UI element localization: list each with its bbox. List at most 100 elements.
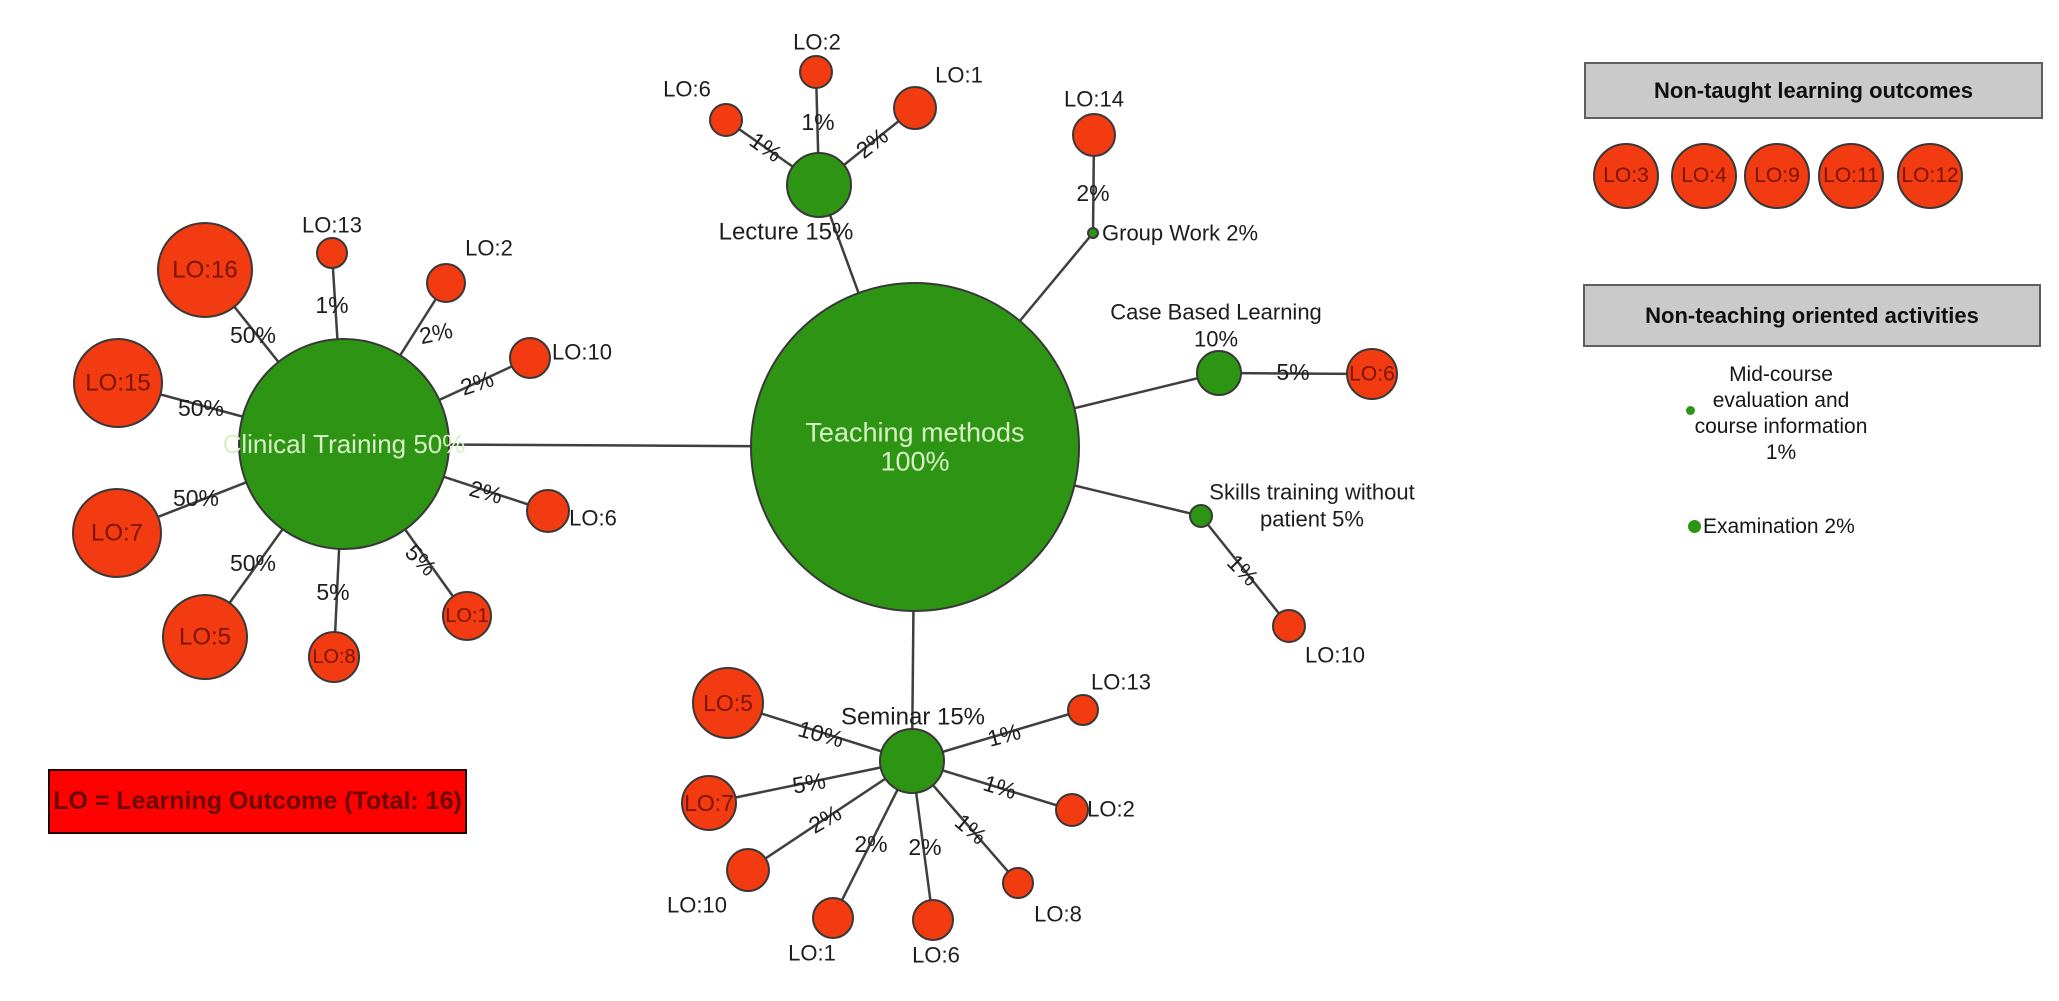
node-sem-lo7 [681,775,737,831]
node-label-teaching-methods: 100% [880,447,949,477]
node-cl-lo7 [72,488,162,578]
mid-course-line: 1% [1765,441,1797,464]
node-label-cl-lo1: LO:1 [445,605,488,627]
node-sem-lo5 [692,667,764,739]
node-sem-lo6 [912,899,954,941]
edge-label-lecture-lec-lo6: 1% [745,127,787,167]
edge-label-clinical-training-cl-lo5: 50% [230,550,276,576]
lo-definition-text: LO = Learning Outcome (Total: 16) [53,787,462,815]
examination-item: Examination 2% [1703,515,1855,538]
node-cl-lo10 [509,337,551,379]
node-label-cl-lo15: LO:15 [85,370,150,397]
non-taught-outcome-circle: LO:4 [1671,143,1737,209]
node-sk-lo10 [1272,609,1306,643]
edge-label-group-work-lo14: 2% [1076,180,1109,206]
node-lo14 [1072,113,1116,157]
node-label-cl-lo8: LO:8 [312,646,355,668]
node-label-lec-lo1: LO:1 [935,63,983,88]
node-label-cl-lo7: LO:7 [91,520,143,547]
node-cl-lo16 [157,222,253,318]
edge-label-skills-training-sk-lo10: 1% [1222,549,1264,591]
node-label-group-work: Group Work 2% [1102,221,1258,246]
node-lecture [786,152,852,218]
non-taught-outcome-circle: LO:12 [1897,143,1963,209]
edge-label-case-based-learning-cbl-lo6: 5% [1276,359,1309,385]
non-taught-outcome-label: LO:9 [1754,164,1800,187]
edge-label-seminar-sem-lo2: 1% [980,770,1019,805]
examination-dot-icon [1688,520,1701,533]
edge-label-clinical-training-cl-lo7: 50% [173,485,219,511]
mid-course-line: evaluation and [1712,389,1850,412]
edge-label-clinical-training-cl-lo15: 50% [178,395,224,421]
edge-label-lecture-lec-lo1: 2% [851,123,893,164]
node-seminar [879,728,945,794]
node-sem-lo2 [1055,793,1089,827]
node-label-sem-lo13: LO:13 [1091,670,1151,695]
node-cl-lo5 [162,594,248,680]
node-label-sem-lo7: LO:7 [684,790,734,816]
node-label-sem-lo1: LO:1 [788,941,836,966]
node-label-sem-lo8: LO:8 [1034,902,1082,927]
mid-course-item: Mid-course evaluation and course informa… [1681,362,1881,466]
non-taught-outcome-label: LO:4 [1681,164,1727,187]
non-teaching-panel-header: Non-teaching oriented activities [1583,284,2041,347]
mid-course-dot-icon [1686,406,1695,415]
node-clinical-training [238,338,450,550]
edge-label-seminar-sem-lo7: 5% [790,767,827,798]
edge-label-seminar-sem-lo13: 1% [985,718,1024,752]
node-label-case-based-learning: Case Based Learning [1110,300,1322,325]
edge-label-clinical-training-cl-lo2: 2% [417,317,455,349]
lo-definition-note: LO = Learning Outcome (Total: 16) [48,769,467,834]
node-cl-lo1 [442,591,492,641]
node-label-cl-lo16: LO:16 [172,257,237,284]
node-label-cl-lo13: LO:13 [302,213,362,238]
node-label-sem-lo5: LO:5 [703,690,753,716]
node-case-based-learning [1196,350,1242,396]
edge-label-seminar-sem-lo10: 2% [804,799,846,838]
non-taught-panel-header: Non-taught learning outcomes [1584,62,2043,119]
non-taught-outcome-circle: LO:11 [1818,143,1884,209]
node-sem-lo1 [812,897,854,939]
node-label-cl-lo2: LO:2 [465,236,513,261]
edge-label-seminar-sem-lo1: 2% [854,831,887,857]
node-teaching-methods [750,282,1080,612]
node-label-sem-lo2: LO:2 [1087,797,1135,822]
node-label-cl-lo5: LO:5 [179,624,231,651]
non-taught-outcome-circle: LO:3 [1593,143,1659,209]
edge-label-clinical-training-cl-lo13: 1% [315,292,348,318]
node-label-sem-lo10: LO:10 [667,893,727,918]
node-lec-lo6 [709,103,743,137]
node-label-skills-training: patient 5% [1260,507,1364,532]
node-label-teaching-methods: Teaching methods [805,418,1024,448]
node-label-sem-lo6: LO:6 [912,943,960,968]
non-taught-outcome-label: LO:3 [1603,164,1649,187]
node-group-work [1087,227,1099,239]
non-taught-panel-title: Non-taught learning outcomes [1654,77,1973,103]
node-cl-lo2 [426,263,466,303]
node-cl-lo13 [316,237,348,269]
node-label-case-based-learning: 10% [1194,327,1238,352]
non-teaching-panel-title: Non-teaching oriented activities [1645,302,1979,328]
edge-label-seminar-sem-lo8: 1% [950,808,992,849]
node-skills-training [1189,504,1213,528]
non-taught-outcome-label: LO:11 [1823,164,1879,187]
node-label-cl-lo10: LO:10 [552,340,612,365]
node-label-sk-lo10: LO:10 [1305,643,1365,668]
non-taught-outcome-circle: LO:9 [1744,143,1810,209]
node-label-cl-lo6: LO:6 [569,506,617,531]
mid-course-line: course information [1694,415,1868,438]
edge-label-clinical-training-cl-lo10: 2% [457,365,497,400]
mid-course-line: Mid-course [1729,363,1833,386]
non-taught-outcome-label: LO:12 [1901,164,1959,187]
edge-label-clinical-training-cl-lo8: 5% [316,579,349,605]
edge-label-clinical-training-cl-lo6: 2% [467,475,506,509]
node-sem-lo13 [1067,694,1099,726]
node-cl-lo15 [73,338,163,428]
node-label-clinical-training: Clinical Training 50% [223,429,466,459]
node-label-lec-lo6: LO:6 [663,77,711,102]
edge-label-lecture-lec-lo2: 1% [801,109,834,135]
node-label-lec-lo2: LO:2 [793,30,841,55]
node-cbl-lo6 [1346,348,1398,400]
